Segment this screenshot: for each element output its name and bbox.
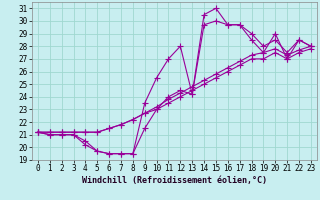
X-axis label: Windchill (Refroidissement éolien,°C): Windchill (Refroidissement éolien,°C) [82, 176, 267, 185]
